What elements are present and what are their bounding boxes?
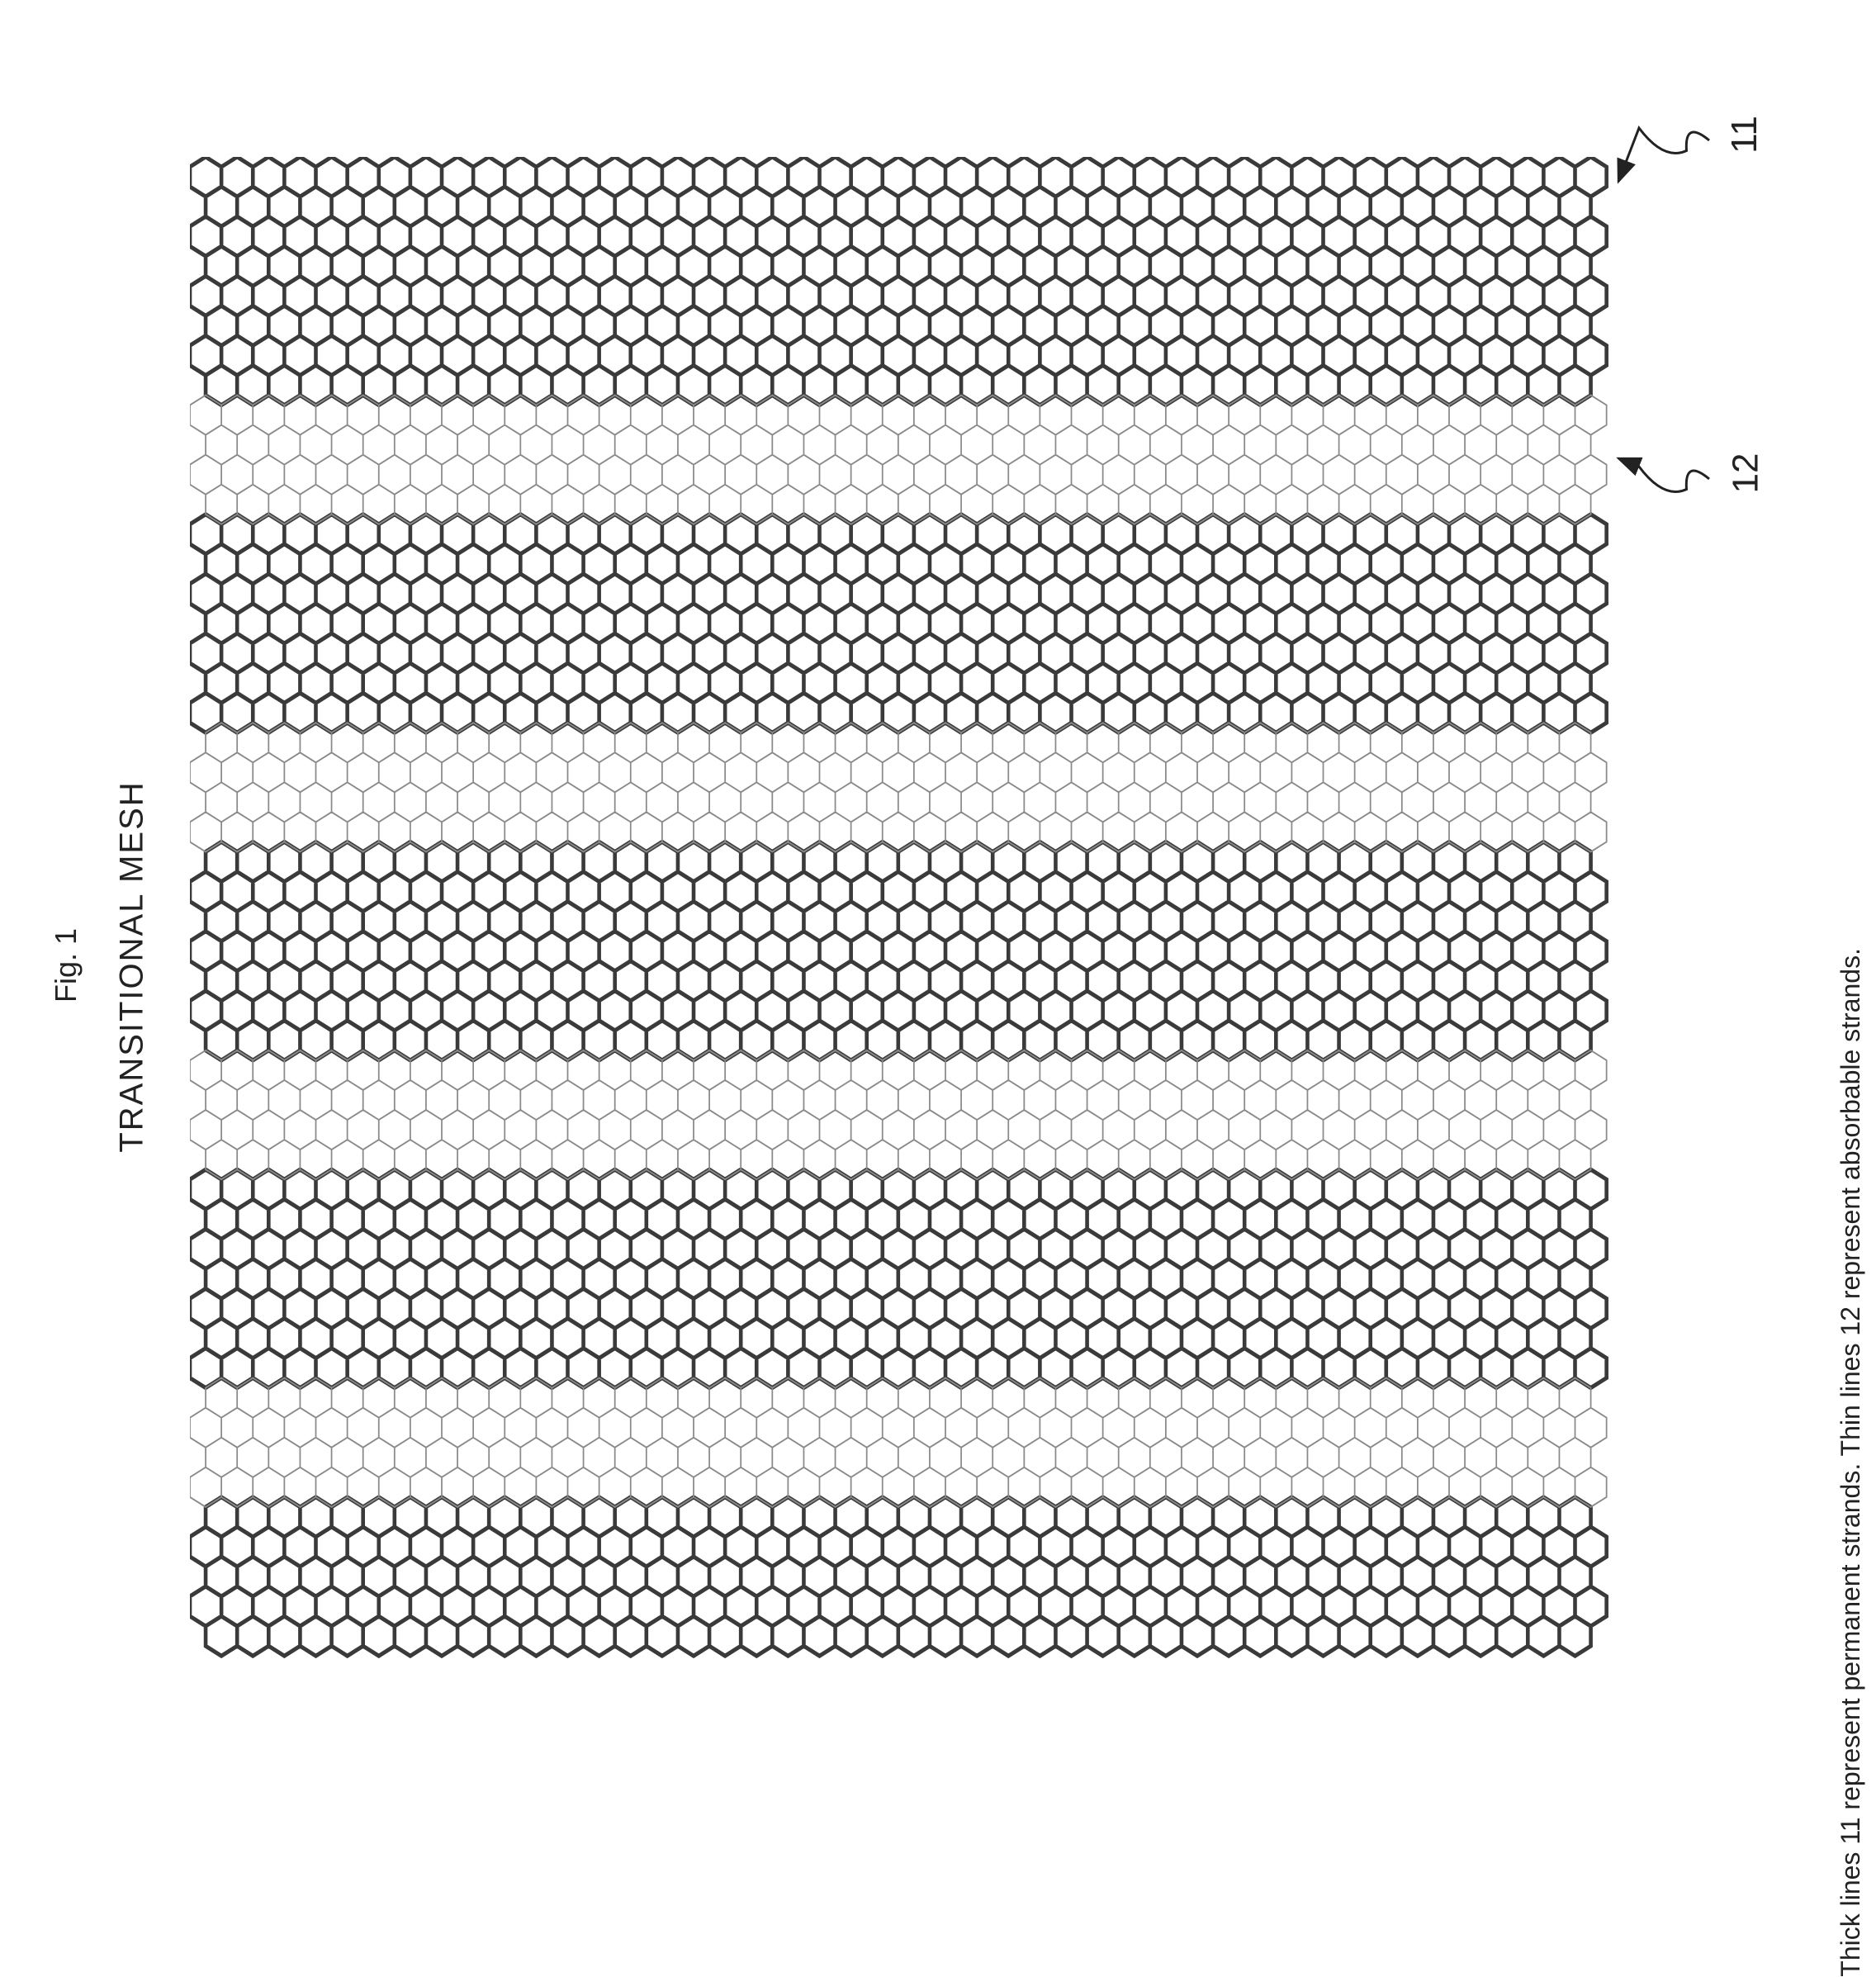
hex-mesh	[190, 157, 1610, 1660]
page-root: Thick lines 11 represent permanent stran…	[0, 0, 1876, 1896]
callout-leader-12	[1618, 458, 1709, 491]
hex-mesh-svg	[190, 157, 1610, 1660]
callout-leader-11	[1618, 128, 1709, 182]
callout-label-11: 11	[1724, 116, 1765, 154]
callout-label-12: 12	[1725, 453, 1766, 494]
